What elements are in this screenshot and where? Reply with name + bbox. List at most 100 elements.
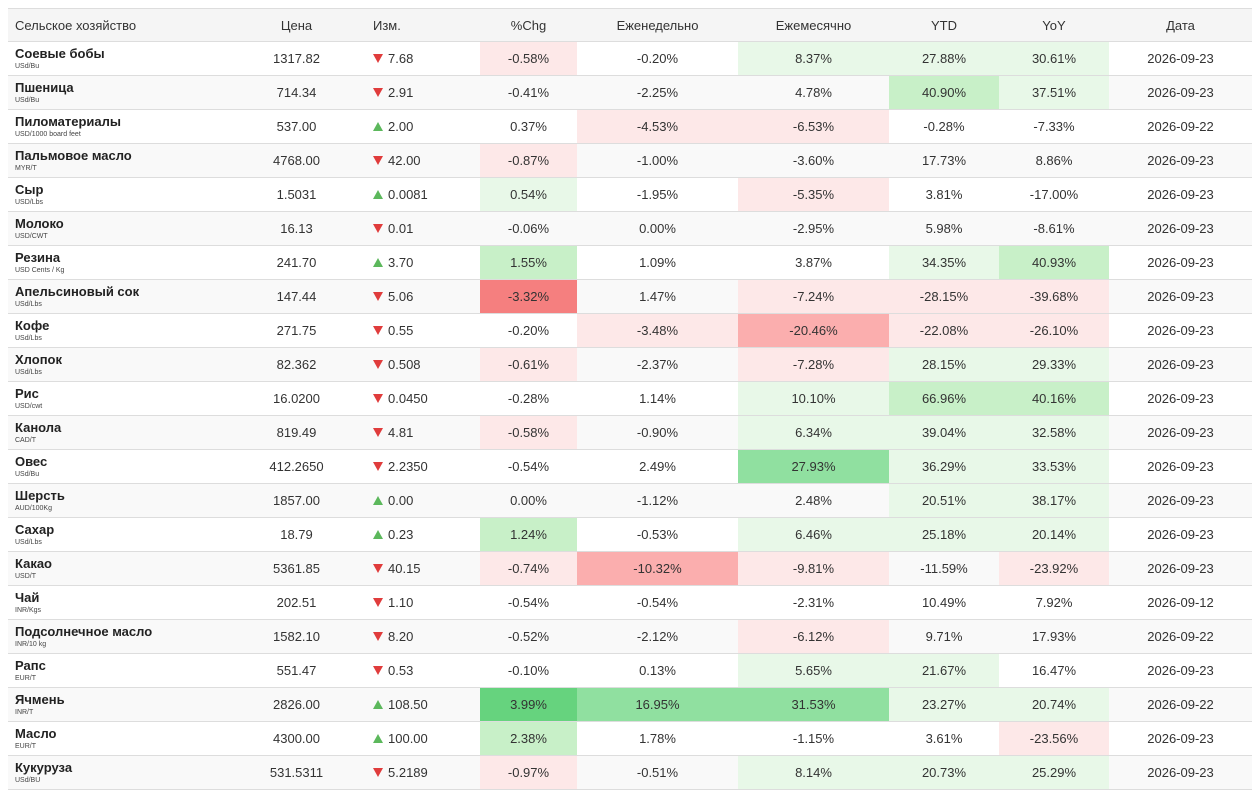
commodity-name-cell[interactable]: Соевые бобы USd/Bu (8, 41, 228, 76)
commodity-name-cell[interactable]: Подсолнечное масло INR/10 kg (8, 619, 228, 654)
commodity-name[interactable]: Апельсиновый сок (15, 284, 140, 299)
header-change[interactable]: Изм. (365, 8, 480, 42)
commodity-name-cell[interactable]: Рис USD/cwt (8, 381, 228, 416)
table-row[interactable]: Канола CAD/T 819.49 4.81 -0.58% -0.90% 6.34% 39… (8, 415, 1252, 450)
commodity-name-cell[interactable]: Рапс EUR/T (8, 653, 228, 688)
commodity-name[interactable]: Подсолнечное масло (15, 624, 153, 639)
commodity-name[interactable]: Кукуруза (15, 760, 73, 775)
date-cell: 2026-09-23 (1109, 653, 1252, 688)
table-row[interactable]: Кофе USd/Lbs 271.75 0.55 -0.20% -3.48% -20.46%… (8, 313, 1252, 348)
pct-change-value: -0.28% (507, 391, 550, 406)
commodity-name[interactable]: Пшеница (15, 80, 74, 95)
table-row[interactable]: Ячмень INR/T 2826.00 108.50 3.99% 16.95% 31.53… (8, 687, 1252, 722)
arrow-down-icon (373, 88, 383, 98)
table-row[interactable]: Резина USD Cents / Kg 241.70 3.70 1.55% 1.09%… (8, 245, 1252, 280)
commodity-name[interactable]: Сыр (15, 182, 44, 197)
table-row[interactable]: Подсолнечное масло INR/10 kg 1582.10 8.20 -0… (8, 619, 1252, 654)
ytd-value: 36.29% (889, 450, 999, 483)
table-row[interactable]: Чай INR/Kgs 202.51 1.10 -0.54% -0.54% -2.31% 10… (8, 585, 1252, 620)
commodity-name[interactable]: Молоко (15, 216, 64, 231)
commodity-name-cell[interactable]: Канола CAD/T (8, 415, 228, 450)
commodity-name[interactable]: Канола (15, 420, 62, 435)
commodity-name[interactable]: Рис (15, 386, 39, 401)
table-row[interactable]: Пиломатериалы USD/1000 board feet 537.00 2.… (8, 109, 1252, 144)
table-row[interactable]: Молоко USD/CWT 16.13 0.01 -0.06% 0.00% -2.95% 5… (8, 211, 1252, 246)
arrow-up-icon (373, 190, 383, 200)
ytd-cell: 10.49% (889, 585, 999, 620)
commodity-name-cell[interactable]: Пиломатериалы USD/1000 board feet (8, 109, 228, 144)
commodity-name[interactable]: Кофе (15, 318, 50, 333)
commodity-name[interactable]: Пиломатериалы (15, 114, 121, 129)
monthly-cell: 6.46% (738, 517, 889, 552)
table-row[interactable]: Соевые бобы USd/Bu 1317.82 7.68 -0.58% -0.20%… (8, 41, 1252, 76)
commodity-name-cell[interactable]: Молоко USD/CWT (8, 211, 228, 246)
header-weekly[interactable]: Еженедельно (577, 8, 738, 42)
table-row[interactable]: Кукуруза USd/BU 531.5311 5.2189 -0.97% -0.51%… (8, 755, 1252, 790)
monthly-cell: 31.53% (738, 687, 889, 722)
table-row[interactable]: Рапс EUR/T 551.47 0.53 -0.10% 0.13% 5.65% 21.67… (8, 653, 1252, 688)
commodity-name-cell[interactable]: Хлопок USd/Lbs (8, 347, 228, 382)
commodity-name-cell[interactable]: Шерсть AUD/100Kg (8, 483, 228, 518)
commodity-name-cell[interactable]: Сахар USd/Lbs (8, 517, 228, 552)
commodity-name-cell[interactable]: Чай INR/Kgs (8, 585, 228, 620)
commodity-name[interactable]: Какао (15, 556, 53, 571)
header-monthly[interactable]: Ежемесячно (738, 8, 889, 42)
ytd-cell: 5.98% (889, 211, 999, 246)
commodity-name-cell[interactable]: Кукуруза USd/BU (8, 755, 228, 790)
pct-change-value: -0.97% (480, 756, 577, 789)
ytd-value: 20.73% (889, 756, 999, 789)
commodity-name-cell[interactable]: Апельсиновый сок USd/Lbs (8, 279, 228, 314)
commodity-name[interactable]: Масло (15, 726, 57, 741)
table-row[interactable]: Пшеница USd/Bu 714.34 2.91 -0.41% -2.25% 4.78%… (8, 75, 1252, 110)
commodity-name-cell[interactable]: Ячмень INR/T (8, 687, 228, 722)
commodity-name[interactable]: Пальмовое масло (15, 148, 132, 163)
table-row[interactable]: Сахар USd/Lbs 18.79 0.23 1.24% -0.53% 6.46% 25.… (8, 517, 1252, 552)
table-row[interactable]: Апельсиновый сок USd/Lbs 147.44 5.06 -3.32% 1… (8, 279, 1252, 314)
table-row[interactable]: Овес USd/Bu 412.2650 2.2350 -0.54% 2.49% 27.93… (8, 449, 1252, 484)
commodity-name-cell[interactable]: Пальмовое масло MYR/T (8, 143, 228, 178)
change-value: 0.00 (388, 493, 414, 508)
commodity-name-cell[interactable]: Овес USd/Bu (8, 449, 228, 484)
table-row[interactable]: Рис USD/cwt 16.0200 0.0450 -0.28% 1.14% 10.10%… (8, 381, 1252, 416)
commodity-name-cell[interactable]: Масло EUR/T (8, 721, 228, 756)
weekly-cell: -3.48% (577, 313, 738, 348)
ytd-cell: 28.15% (889, 347, 999, 382)
table-row[interactable]: Какао USD/T 5361.85 40.15 -0.74% -10.32% -9.81… (8, 551, 1252, 586)
header-yoy[interactable]: YoY (999, 8, 1109, 42)
header-category[interactable]: Сельское хозяйство (8, 8, 228, 42)
header-price[interactable]: Цена (228, 8, 365, 42)
commodity-name[interactable]: Овес (15, 454, 48, 469)
commodity-name[interactable]: Соевые бобы (15, 46, 105, 61)
yoy-value: 38.17% (999, 484, 1109, 517)
table-row[interactable]: Хлопок USd/Lbs 82.362 0.508 -0.61% -2.37% -7.2… (8, 347, 1252, 382)
monthly-cell: -7.24% (738, 279, 889, 314)
ytd-value: 17.73% (921, 153, 967, 168)
header-ytd[interactable]: YTD (889, 8, 999, 42)
weekly-cell: 16.95% (577, 687, 738, 722)
commodity-name[interactable]: Хлопок (15, 352, 62, 367)
header-pct-change[interactable]: %Chg (480, 8, 577, 42)
commodity-name[interactable]: Резина (15, 250, 61, 265)
commodity-name-cell[interactable]: Пшеница USd/Bu (8, 75, 228, 110)
commodity-name[interactable]: Чай (15, 590, 40, 605)
commodity-name[interactable]: Шерсть (15, 488, 65, 503)
commodity-name[interactable]: Ячмень (15, 692, 65, 707)
table-row[interactable]: Пальмовое масло MYR/T 4768.00 42.00 -0.87% -1… (8, 143, 1252, 178)
commodity-name-cell[interactable]: Резина USD Cents / Kg (8, 245, 228, 280)
weekly-cell: -10.32% (577, 551, 738, 586)
commodity-name[interactable]: Сахар (15, 522, 55, 537)
change-cell: 0.0450 (365, 381, 480, 416)
yoy-cell: 32.58% (999, 415, 1109, 450)
table-row[interactable]: Шерсть AUD/100Kg 1857.00 0.00 0.00% -1.12% 2.4… (8, 483, 1252, 518)
commodity-name-cell[interactable]: Сыр USD/Lbs (8, 177, 228, 212)
ytd-cell: -28.15% (889, 279, 999, 314)
commodity-name-cell[interactable]: Кофе USd/Lbs (8, 313, 228, 348)
change-cell: 0.55 (365, 313, 480, 348)
commodity-name-cell[interactable]: Какао USD/T (8, 551, 228, 586)
commodity-name[interactable]: Рапс (15, 658, 46, 673)
table-row[interactable]: Сыр USD/Lbs 1.5031 0.0081 0.54% -1.95% -5.35% 3… (8, 177, 1252, 212)
header-date[interactable]: Дата (1109, 8, 1252, 42)
price-cell: 271.75 (228, 313, 365, 348)
table-row[interactable]: Масло EUR/T 4300.00 100.00 2.38% 1.78% -1.15% 3… (8, 721, 1252, 756)
change-cell: 5.2189 (365, 755, 480, 790)
